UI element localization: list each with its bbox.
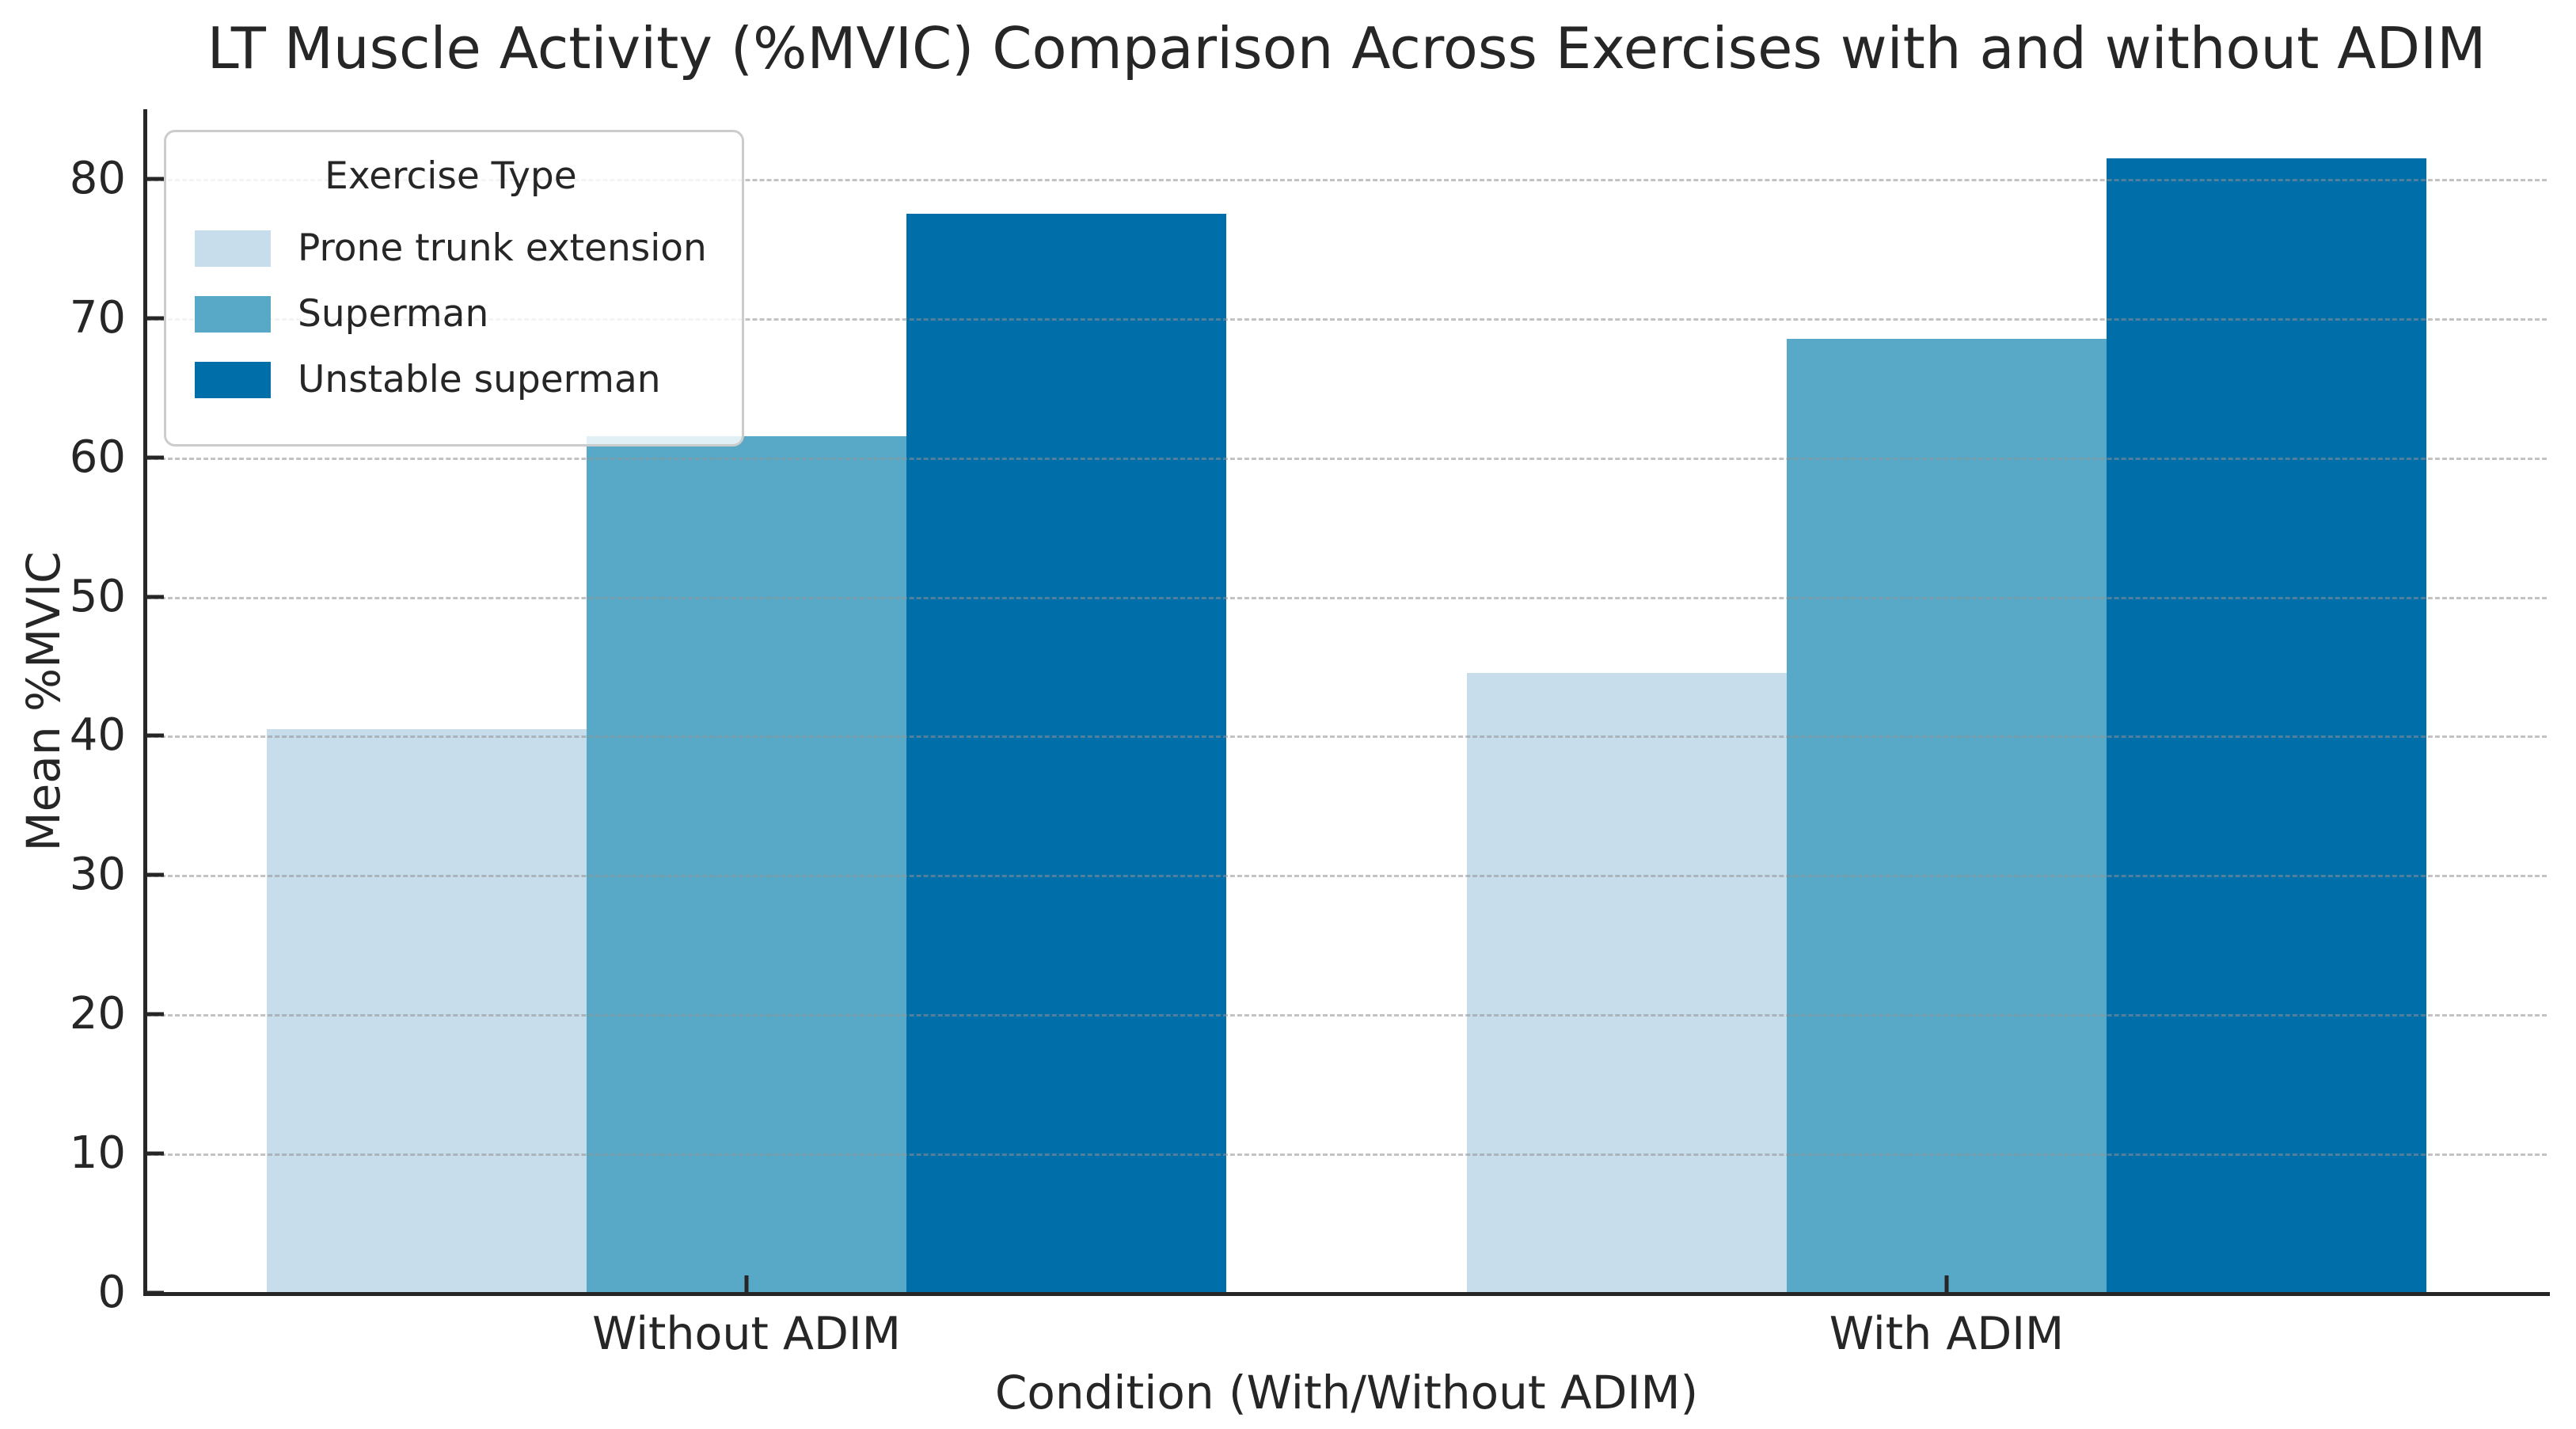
legend: Exercise Type Prone trunk extension Super… [164,130,744,447]
legend-swatch [195,361,271,398]
gridline-y-10 [146,1153,2547,1157]
y-tick-mark-70 [146,316,164,321]
bar-without-adim-superman [586,436,907,1293]
y-tick-label-30: 30 [69,849,126,901]
y-tick-label-10: 10 [69,1127,126,1180]
y-tick-mark-60 [146,455,164,460]
y-tick-mark-40 [146,733,164,738]
y-tick-mark-50 [146,595,164,599]
y-tick-label-80: 80 [69,152,126,204]
gridline-y-40 [146,735,2547,739]
y-tick-label-60: 60 [69,431,126,483]
x-tick-mark-0 [744,1275,749,1293]
y-tick-mark-80 [146,177,164,181]
y-axis-label: Mean %MVIC [17,551,70,852]
legend-label: Prone trunk extension [298,226,707,270]
legend-swatch [195,295,271,333]
x-axis-spine [143,1292,2550,1296]
bar-without-adim-unstable-superman [906,213,1227,1293]
gridline-y-80 [146,178,2547,181]
legend-title: Exercise Type [325,154,577,198]
y-tick-mark-30 [146,872,164,877]
gridline-y-70 [146,317,2547,321]
chart-title: LT Muscle Activity (%MVIC) Comparison Ac… [207,15,2487,82]
x-tick-mark-1 [1944,1275,1949,1293]
bar-with-adim-prone-trunk-extension [1466,673,1787,1293]
legend-label: Unstable superman [298,358,661,401]
legend-rows: Prone trunk extension Superman Unstable su… [195,226,707,401]
gridline-y-60 [146,457,2547,460]
y-tick-label-70: 70 [69,291,126,344]
legend-swatch [195,230,271,267]
legend-row-superman: Superman [195,292,707,336]
legend-row-prone-trunk-extension: Prone trunk extension [195,226,707,270]
bar-with-adim-superman [1786,339,2107,1293]
gridline-y-30 [146,875,2547,878]
y-tick-label-0: 0 [97,1267,126,1318]
x-tick-label-without-adim: Without ADIM [592,1308,901,1360]
gridline-y-20 [146,1014,2547,1017]
bar-with-adim-unstable-superman [2107,158,2427,1293]
gridline-y-50 [146,596,2547,599]
legend-row-unstable-superman: Unstable superman [195,358,707,401]
y-tick-mark-10 [146,1151,164,1156]
legend-label: Superman [298,292,489,336]
y-tick-label-50: 50 [69,570,126,622]
x-tick-label-with-adim: With ADIM [1829,1308,2065,1360]
x-axis-label: Condition (With/Without ADIM) [994,1366,1699,1419]
bar-without-adim-prone-trunk-extension [266,728,587,1293]
y-tick-mark-0 [146,1290,164,1295]
y-tick-label-40: 40 [69,709,126,762]
y-axis-spine [143,109,147,1293]
y-tick-mark-20 [146,1012,164,1017]
y-tick-label-20: 20 [69,988,126,1040]
plot-area: 0 10 20 30 40 50 60 70 80 Without ADIM With ADIM … [70,109,2550,1419]
